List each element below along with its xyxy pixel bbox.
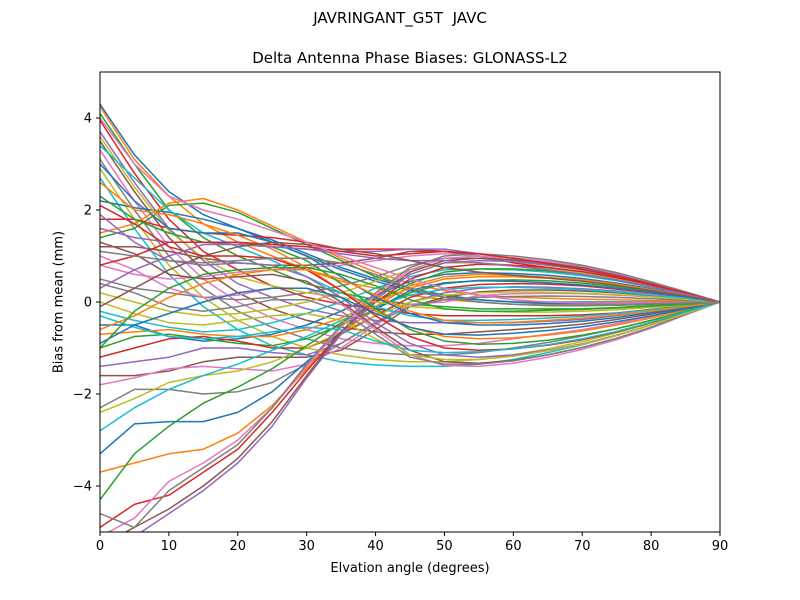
x-tick-label: 50 xyxy=(436,539,453,554)
series-line-20 xyxy=(100,268,720,333)
series-line-5 xyxy=(100,131,720,324)
series-line-39 xyxy=(100,135,720,313)
chart-title: Delta Antenna Phase Biases: GLONASS-L2 xyxy=(252,49,568,67)
x-tick-label: 10 xyxy=(161,539,178,554)
x-tick-label: 70 xyxy=(574,539,591,554)
series-line-21 xyxy=(100,271,720,342)
x-tick-label: 80 xyxy=(643,539,660,554)
series-line-58 xyxy=(100,250,720,306)
series-line-53 xyxy=(100,266,720,349)
series-line-36 xyxy=(124,257,720,532)
series-layer xyxy=(100,103,720,532)
series-line-6 xyxy=(100,140,720,335)
series-line-56 xyxy=(100,241,720,308)
x-tick-label: 40 xyxy=(367,539,384,554)
y-tick-label: −2 xyxy=(73,388,92,403)
x-tick-label: 60 xyxy=(505,539,522,554)
series-line-31 xyxy=(100,280,720,455)
y-tick-label: 2 xyxy=(84,204,92,219)
series-line-24 xyxy=(100,282,720,358)
series-line-38 xyxy=(100,252,720,529)
y-tick-label: 0 xyxy=(84,296,92,311)
series-line-30 xyxy=(100,286,720,432)
series-line-57 xyxy=(100,117,720,304)
figure-suptitle: JAVRINGANT_G5T JAVC xyxy=(313,9,487,27)
x-tick-label: 0 xyxy=(96,539,104,554)
y-axis-label: Bias from mean (mm) xyxy=(51,230,67,374)
series-line-52 xyxy=(100,269,720,331)
series-line-41 xyxy=(100,163,720,326)
series-line-54 xyxy=(100,241,720,303)
x-tick-label: 30 xyxy=(298,539,315,554)
y-tick-label: 4 xyxy=(84,112,92,127)
series-line-37 xyxy=(107,255,720,532)
series-line-49 xyxy=(100,301,720,361)
x-tick-label: 20 xyxy=(230,539,247,554)
series-line-50 xyxy=(100,301,720,354)
y-tick-label: −4 xyxy=(73,480,92,495)
y-axis: −4 −2 0 2 4 xyxy=(73,112,100,495)
series-line-35 xyxy=(139,259,720,532)
series-line-32 xyxy=(100,273,720,473)
x-axis-label: Elvation angle (degrees) xyxy=(330,561,490,576)
series-line-48 xyxy=(100,282,720,365)
x-axis: 0 10 20 30 40 50 60 70 80 90 xyxy=(96,532,728,554)
series-line-51 xyxy=(100,287,720,345)
x-tick-label: 90 xyxy=(712,539,729,554)
